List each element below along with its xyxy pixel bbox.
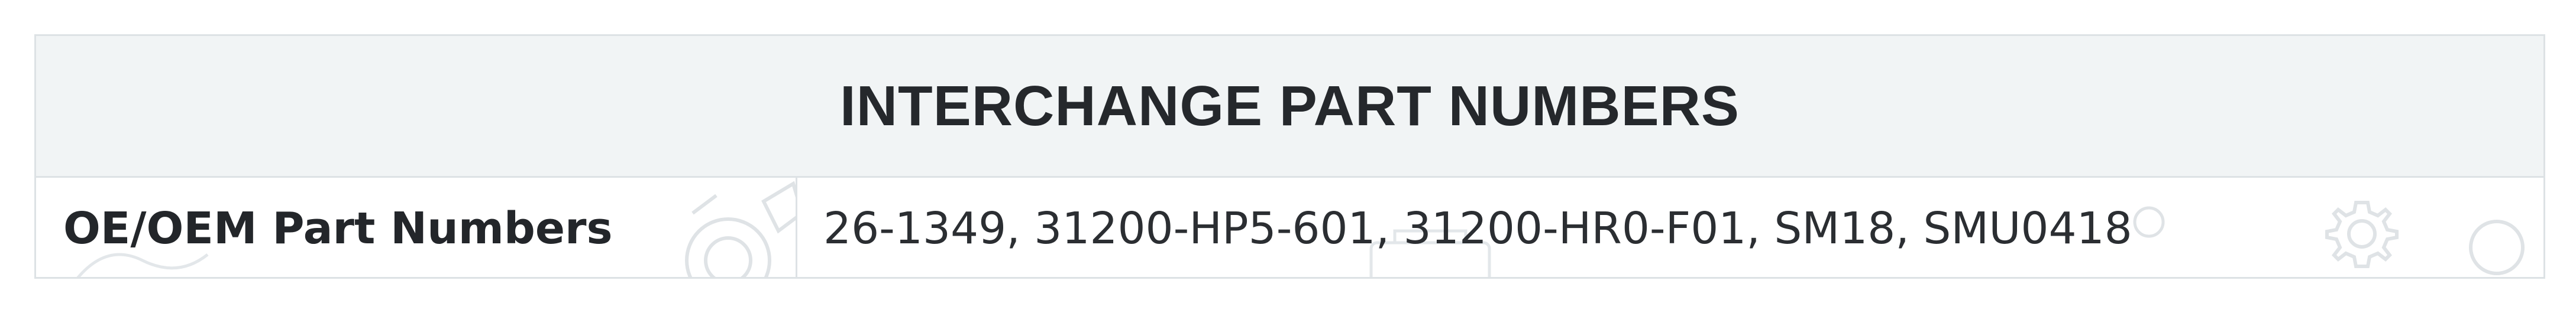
interchange-table: INTERCHANGE PART NUMBERS OE/OEM Part Num…	[34, 34, 2545, 279]
row-label-cell: OE/OEM Part Numbers	[36, 178, 797, 277]
gear-icon	[2325, 201, 2399, 268]
circle-icon	[2469, 220, 2525, 275]
circle-icon	[2133, 206, 2165, 238]
row-value-cell: 26-1349, 31200-HP5-601, 31200-HR0-F01, S…	[797, 178, 2543, 277]
engine-part-icon	[685, 181, 796, 277]
row-value: 26-1349, 31200-HP5-601, 31200-HR0-F01, S…	[823, 203, 2132, 254]
table-title: INTERCHANGE PART NUMBERS	[840, 74, 1740, 138]
table-header: INTERCHANGE PART NUMBERS	[36, 36, 2543, 178]
row-label: OE/OEM Part Numbers	[63, 203, 613, 254]
table-row: OE/OEM Part Numbers 26-1349, 31200-HP5-6…	[36, 178, 2543, 277]
